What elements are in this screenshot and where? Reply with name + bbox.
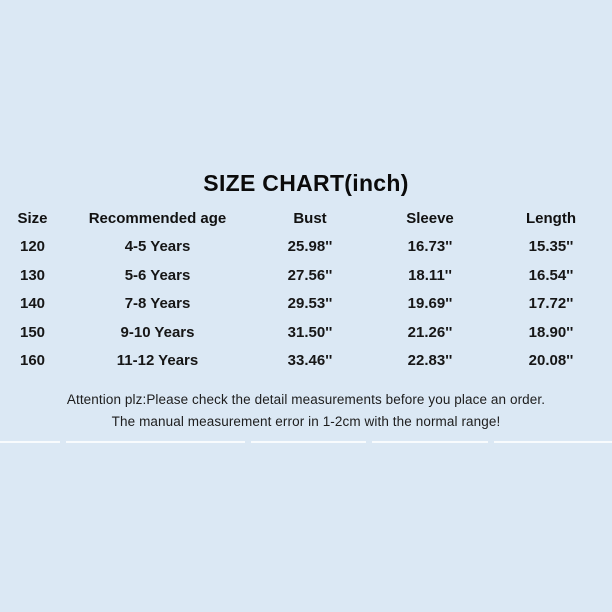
table-cell-length: 17.72''	[528, 295, 574, 313]
table-cell-sleeve: 16.73''	[407, 238, 453, 256]
table-cell-age: 5-6 Years	[124, 266, 191, 284]
page-title: SIZE CHART(inch)	[203, 170, 409, 196]
table-row: 130 5-6 Years 27.56'' 18.11'' 16.54''	[0, 261, 612, 290]
table-cell-sleeve: 18.11''	[408, 266, 452, 284]
table-cell-sleeve: 19.69''	[407, 295, 453, 313]
table-cell-sleeve: 21.26''	[407, 323, 453, 341]
table-cell-age: 9-10 Years	[120, 323, 195, 341]
column-header-recommended-age: Recommended age	[88, 209, 227, 227]
table-cell-bust: 31.50''	[287, 323, 333, 341]
column-header-length: Length	[526, 209, 576, 227]
table-cell-bust: 25.98''	[287, 238, 333, 256]
attention-note-line2: The manual measurement error in 1-2cm wi…	[111, 414, 501, 429]
column-header-size: Size	[17, 209, 48, 227]
table-cell-age: 7-8 Years	[124, 295, 191, 313]
table-header-row: Size Recommended age Bust Sleeve Length	[0, 204, 612, 233]
size-table: Size Recommended age Bust Sleeve Length …	[0, 204, 612, 375]
table-cell-size: 120	[19, 238, 46, 256]
separator-line-segment	[494, 441, 612, 443]
table-cell-age: 4-5 Years	[124, 238, 191, 256]
column-header-bust: Bust	[293, 209, 327, 227]
column-header-sleeve: Sleeve	[406, 209, 454, 227]
table-cell-length: 20.08''	[528, 352, 574, 370]
table-cell-size: 150	[19, 323, 46, 341]
separator-line-segment	[66, 441, 245, 443]
table-cell-bust: 27.56''	[287, 266, 333, 284]
table-cell-bust: 33.46''	[287, 352, 333, 370]
table-cell-size: 160	[19, 352, 46, 370]
table-row: 150 9-10 Years 31.50'' 21.26'' 18.90''	[0, 318, 612, 347]
table-cell-bust: 29.53''	[287, 295, 333, 313]
separator-line-segment	[251, 441, 366, 443]
table-cell-size: 140	[19, 295, 46, 313]
table-cell-length: 18.90''	[528, 323, 574, 341]
separator-line	[0, 441, 612, 443]
attention-notes: Attention plz:Please check the detail me…	[0, 392, 612, 436]
attention-note-line1: Attention plz:Please check the detail me…	[66, 392, 546, 407]
table-cell-length: 15.35''	[528, 238, 574, 256]
table-row: 160 11-12 Years 33.46'' 22.83'' 20.08''	[0, 347, 612, 376]
table-cell-size: 130	[19, 266, 46, 284]
table-row: 120 4-5 Years 25.98'' 16.73'' 15.35''	[0, 233, 612, 262]
separator-line-segment	[372, 441, 488, 443]
separator-line-segment	[0, 441, 60, 443]
table-cell-sleeve: 22.83''	[407, 352, 453, 370]
table-cell-length: 16.54''	[528, 266, 574, 284]
table-cell-age: 11-12 Years	[116, 352, 199, 370]
table-row: 140 7-8 Years 29.53'' 19.69'' 17.72''	[0, 290, 612, 319]
